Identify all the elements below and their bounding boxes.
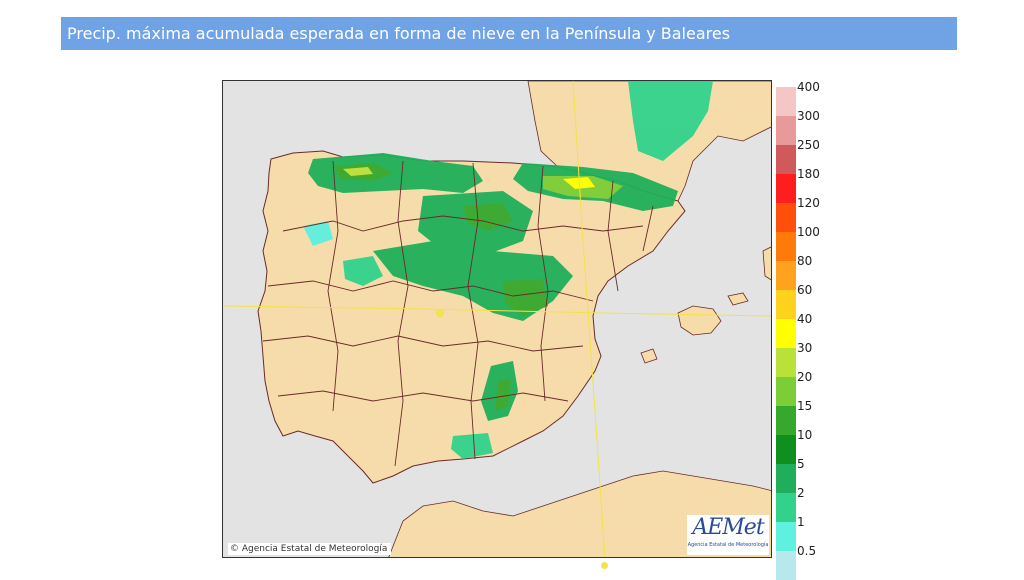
legend-label: 250 xyxy=(797,138,820,152)
map-svg xyxy=(223,81,771,557)
legend-label: 400 xyxy=(797,80,820,94)
legend-label: 15 xyxy=(797,399,813,413)
legend-swatch xyxy=(776,348,796,377)
land-africa xyxy=(388,470,771,557)
legend-label: 100 xyxy=(797,225,820,239)
legend-swatch xyxy=(776,406,796,435)
land-mallorca xyxy=(677,305,722,336)
credit-text: Agencia Estatal de Meteorología xyxy=(241,544,388,554)
legend-label: 10 xyxy=(797,428,813,442)
legend-label: 20 xyxy=(797,370,813,384)
legend-label: 120 xyxy=(797,196,820,210)
legend-label: 60 xyxy=(797,283,813,297)
aemet-logo: AEMet Agencia Estatal de Meteorología xyxy=(687,515,769,555)
legend-swatch xyxy=(776,493,796,522)
snow-areas xyxy=(303,81,713,459)
legend-swatch xyxy=(776,232,796,261)
land-menorca xyxy=(727,292,749,306)
legend-swatch xyxy=(776,435,796,464)
legend-label: 5 xyxy=(797,457,805,471)
legend-label: 80 xyxy=(797,254,813,268)
legend-label: 0.5 xyxy=(797,544,817,558)
city-marker-madrid xyxy=(436,309,444,317)
legend-swatch xyxy=(776,261,796,290)
legend-swatch xyxy=(776,116,796,145)
logo-wordmark: AEMet xyxy=(692,515,764,540)
legend-swatch xyxy=(776,522,796,551)
land-ibiza xyxy=(640,348,658,364)
legend-swatch xyxy=(776,377,796,406)
legend-label: 1 xyxy=(797,515,805,529)
legend-swatch xyxy=(776,145,796,174)
snow-precipitation-map: © Agencia Estatal de Meteorología AEMet … xyxy=(222,80,772,558)
legend-swatch xyxy=(776,319,796,348)
legend-label: 180 xyxy=(797,167,820,181)
copyright-credit: © Agencia Estatal de Meteorología xyxy=(228,543,392,555)
logo-subtitle: Agencia Estatal de Meteorología xyxy=(687,542,769,548)
province-borders xyxy=(262,160,654,467)
page-title: Precip. máxima acumulada esperada en for… xyxy=(61,17,957,50)
color-legend xyxy=(776,87,796,580)
legend-swatch xyxy=(776,464,796,493)
copyright-icon: © xyxy=(230,544,239,554)
graticule xyxy=(223,81,771,557)
legend-swatch xyxy=(776,551,796,580)
legend-swatch xyxy=(776,290,796,319)
marker-dot xyxy=(601,562,608,569)
legend-swatch xyxy=(776,174,796,203)
legend-swatch xyxy=(776,87,796,116)
legend-label: 40 xyxy=(797,312,813,326)
legend-label: 2 xyxy=(797,486,805,500)
legend-swatch xyxy=(776,203,796,232)
land-island-east xyxy=(762,246,771,281)
legend-label: 30 xyxy=(797,341,813,355)
legend-label: 300 xyxy=(797,109,820,123)
